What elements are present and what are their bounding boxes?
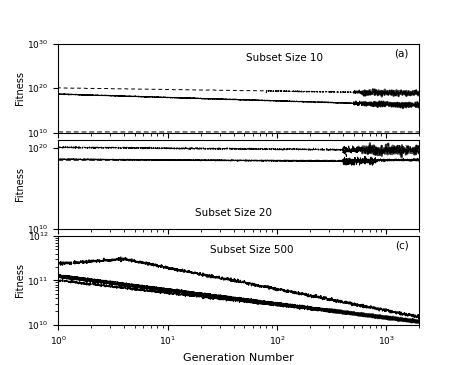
Text: Subset Size 500: Subset Size 500	[210, 245, 294, 255]
Text: (c): (c)	[395, 241, 409, 250]
Text: Subset Size 10: Subset Size 10	[246, 53, 323, 63]
Y-axis label: Fitness: Fitness	[14, 167, 25, 201]
X-axis label: Generation Number: Generation Number	[184, 353, 294, 362]
Text: Subset Size 20: Subset Size 20	[196, 208, 273, 218]
Y-axis label: Fitness: Fitness	[14, 71, 25, 105]
Text: (a): (a)	[394, 48, 409, 58]
Y-axis label: Fitness: Fitness	[14, 264, 25, 297]
Text: (b): (b)	[394, 144, 409, 154]
